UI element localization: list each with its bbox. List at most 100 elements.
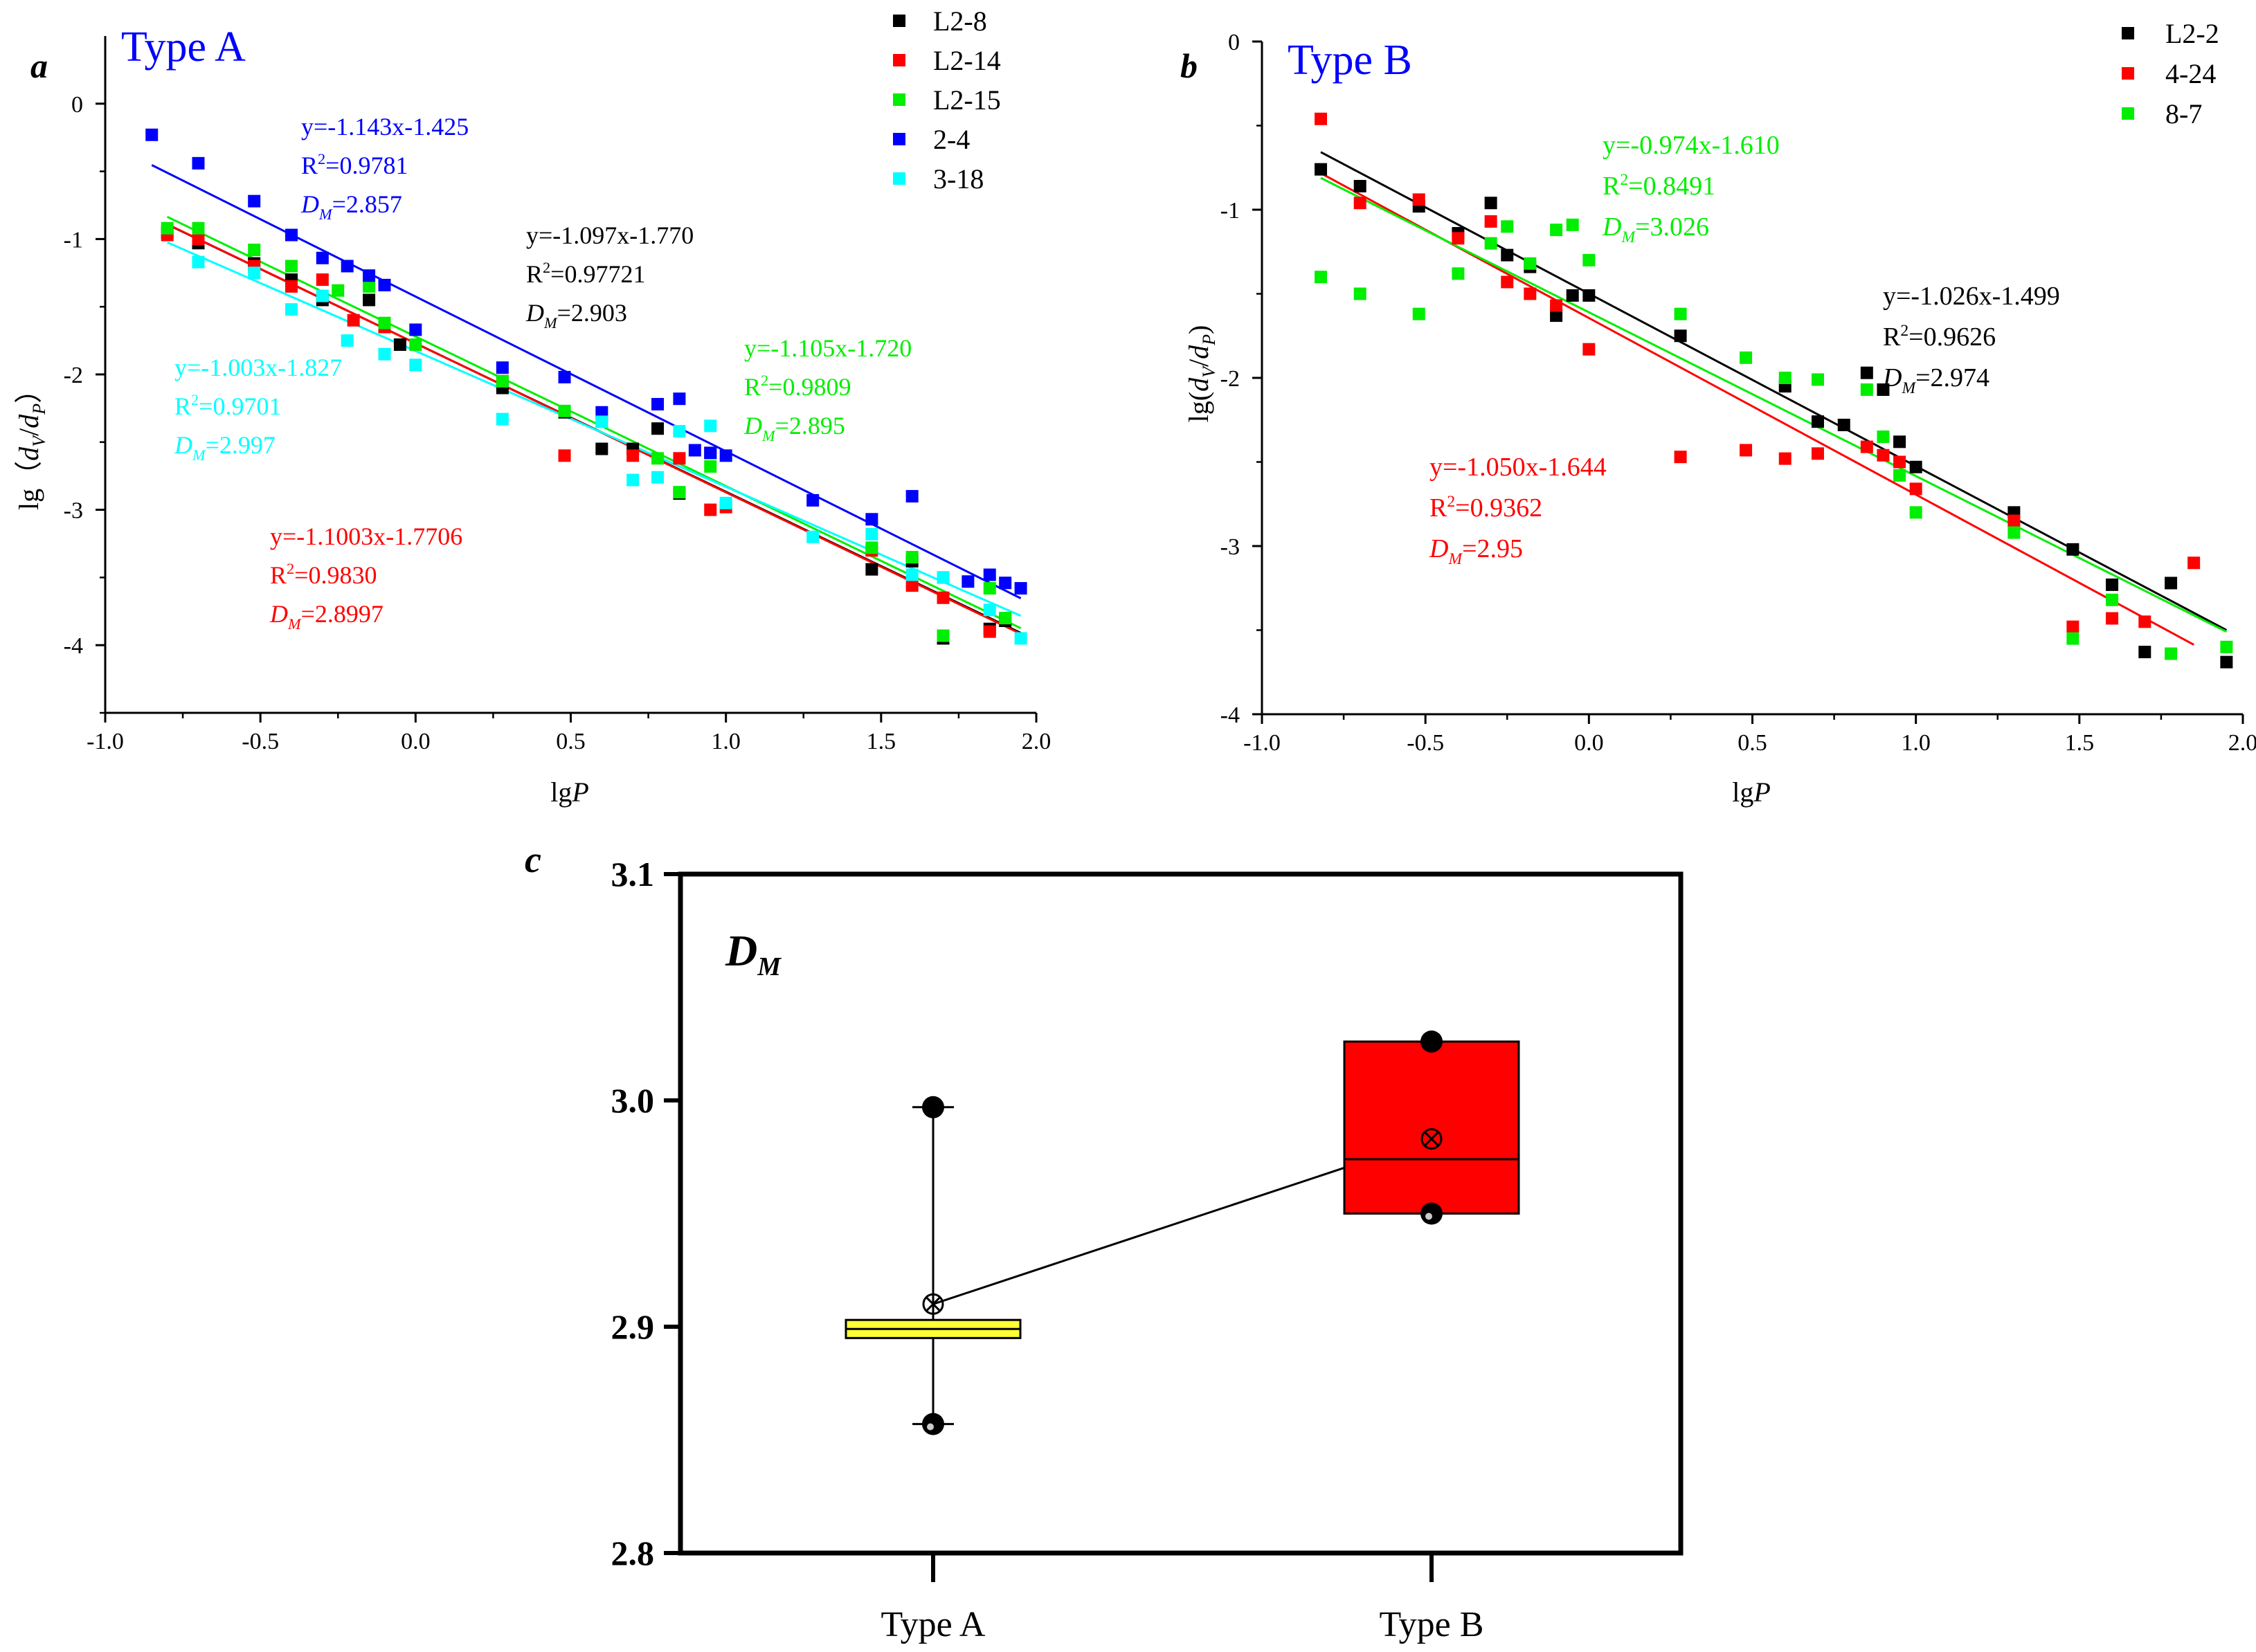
data-point-L2-15 (558, 404, 571, 417)
data-point-L2-14 (626, 449, 640, 462)
y-tick-label: 2.9 (611, 1307, 655, 1346)
dm-label: D (525, 299, 544, 327)
legend-label: 4-24 (2165, 58, 2216, 89)
data-point-8-7 (1582, 253, 1596, 266)
data-point-2-4 (409, 323, 422, 336)
data-point-2-4 (962, 575, 975, 588)
data-point-3-18 (496, 412, 509, 426)
data-point-4-24 (1501, 275, 1514, 289)
y-tick-label: -1 (64, 227, 83, 253)
data-point-L2-15 (332, 284, 345, 297)
r-label: R (174, 392, 191, 420)
x-axis-label-text: lg (1732, 777, 1753, 808)
r-squared: R2=0.9830 (270, 560, 377, 589)
data-point-L2-15 (285, 260, 298, 273)
data-point-L2-15 (704, 460, 717, 473)
data-point-L2-2 (1837, 419, 1850, 432)
data-point-4-24 (2187, 556, 2201, 570)
data-point-3-18 (983, 603, 996, 617)
data-point-L2-2 (1582, 289, 1596, 302)
data-point-8-7 (1909, 506, 1922, 519)
data-point-L2-15 (409, 338, 422, 351)
data-point-2-4 (285, 228, 298, 242)
y-axis-label-close: ) (1183, 325, 1214, 334)
panel-label: b (1180, 46, 1198, 85)
data-point-3-18 (673, 425, 686, 438)
data-point-L2-14 (316, 273, 329, 287)
data-point-L2-2 (1893, 435, 1906, 448)
r-squared-value: =0.9781 (325, 152, 408, 179)
data-point-8-7 (1674, 307, 1687, 320)
data-point-L2-14 (285, 280, 298, 293)
data-point-4-24 (2106, 612, 2119, 625)
min-point (922, 1413, 944, 1435)
x-tick-label: 0.0 (401, 729, 431, 754)
data-point-L2-2 (1566, 289, 1579, 302)
y-tick-label: 0 (71, 92, 83, 118)
legend-label: L2-2 (2165, 18, 2219, 49)
y-axis-label-d2: d (1183, 345, 1214, 359)
data-point-3-18 (248, 266, 261, 280)
data-point-3-18 (1014, 632, 1027, 645)
data-point-2-4 (704, 446, 717, 460)
r-squared: R2=0.9701 (174, 391, 281, 420)
y-axis-label-sep: / (13, 428, 44, 436)
r-label: R (1883, 323, 1901, 352)
data-point-8-7 (1412, 307, 1425, 320)
data-point-2-4 (905, 490, 919, 503)
data-point-8-7 (2220, 640, 2233, 653)
dm-label: D (174, 431, 192, 459)
max-point (1420, 1030, 1443, 1053)
min-point (1420, 1202, 1443, 1225)
legend-marker-L2-2 (2122, 27, 2134, 39)
data-point-4-24 (1315, 112, 1328, 125)
y-tick-label: 2.8 (611, 1534, 655, 1572)
r-squared-value: =0.9830 (294, 561, 377, 589)
r-squared-value: =0.97721 (550, 260, 645, 288)
data-point-L2-2 (1674, 329, 1687, 343)
y-tick-label: 0 (1228, 30, 1240, 55)
x-axis-label: lgP (1732, 777, 1771, 808)
data-point-L2-15 (673, 486, 686, 499)
fractal-dimension: DM=2.903 (525, 299, 627, 332)
data-point-L2-14 (983, 625, 996, 638)
panel-c: c 2.8 2.9 3.0 3.1 DM Type A Type B (525, 839, 1684, 1644)
data-point-L2-15 (192, 221, 205, 235)
data-point-3-18 (719, 496, 732, 509)
data-point-3-18 (806, 530, 820, 543)
data-point-8-7 (1501, 220, 1514, 233)
dm-subscript: M (1621, 228, 1636, 246)
panel-b: -1.0 -0.5 0.0 0.5 1.0 1.5 2.0 0 -1 -2 -3 -4 b Type B l… (1180, 18, 2256, 808)
r-squared: R2=0.97721 (526, 259, 645, 288)
dm-label: D (1429, 534, 1448, 563)
data-point-3-18 (865, 527, 878, 541)
x-tick-label: -1.0 (87, 729, 124, 754)
data-point-2-4 (865, 513, 878, 526)
data-point-L2-15 (937, 629, 950, 642)
legend-marker-8-7 (2122, 107, 2134, 120)
data-point-L2-15 (983, 582, 996, 595)
title-sub: M (757, 952, 782, 981)
y-axis-label-close: ） (13, 376, 44, 403)
data-point-L2-15 (651, 452, 665, 465)
legend-marker-L2-8 (893, 15, 905, 27)
x-tick-label: 2.0 (2228, 730, 2256, 756)
data-point-L2-15 (496, 374, 509, 388)
data-point-4-24 (1484, 215, 1497, 228)
data-point-L2-2 (1860, 366, 1873, 379)
data-point-4-24 (1452, 232, 1465, 245)
fractal-dimension: DM=3.026 (1602, 212, 1709, 246)
y-tick-label: -4 (1220, 702, 1240, 728)
fit-equation: y=-1.026x-1.499 (1883, 282, 2060, 311)
data-point-L2-15 (161, 221, 174, 235)
data-point-3-18 (192, 255, 205, 269)
y-axis-label-sub2: P (29, 403, 49, 415)
title-main: D (725, 926, 757, 975)
y-axis-label-sep: / (1183, 358, 1214, 367)
panel-a: -1.0 -0.5 0.0 0.5 1.0 1.5 2.0 0 -1 -2 -3 -4 a Type A l… (13, 6, 1051, 808)
x-axis-label-italic: P (571, 777, 588, 808)
r-exponent: 2 (287, 560, 294, 577)
legend-marker-L2-14 (893, 54, 905, 66)
legend-marker-3-18 (893, 172, 905, 185)
r-label: R (526, 260, 543, 288)
